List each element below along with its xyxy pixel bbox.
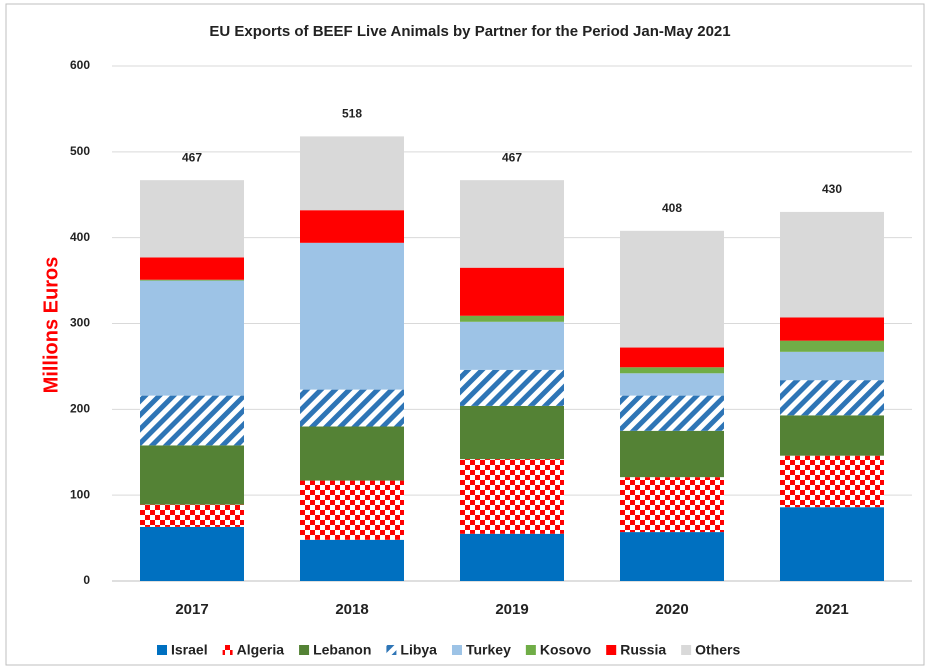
legend-label: Russia [620, 642, 666, 658]
legend-label: Algeria [237, 642, 285, 658]
bar-segment [620, 230, 724, 348]
bar-segment [460, 321, 564, 370]
bar-segment [460, 315, 564, 322]
bar-segment [780, 415, 884, 456]
bar-segment [620, 430, 724, 478]
y-tick-label: 400 [70, 230, 90, 244]
bar-segment [620, 532, 724, 581]
bar-segment [780, 211, 884, 318]
x-tick-label: 2018 [335, 601, 368, 618]
bar-segment [140, 180, 244, 258]
bar-segment [780, 351, 884, 381]
bar-segment [460, 533, 564, 581]
bar-segment [140, 445, 244, 505]
total-label: 430 [822, 182, 842, 196]
bar-segment [300, 539, 404, 581]
legend-label: Others [695, 642, 740, 658]
legend-swatch [525, 645, 536, 655]
legend-label: Lebanon [313, 642, 371, 658]
bar-segment [780, 455, 884, 508]
y-tick-label: 200 [70, 402, 90, 416]
legend-swatch [451, 645, 462, 655]
bar-segment [300, 480, 404, 540]
bar-segment [780, 507, 884, 581]
legend-swatch [681, 645, 692, 655]
total-label: 467 [182, 150, 202, 164]
x-tick-label: 2017 [175, 601, 208, 618]
total-label: 408 [662, 201, 682, 215]
y-tick-label: 500 [70, 144, 90, 158]
y-tick-label: 300 [70, 316, 90, 330]
bar-segment [140, 257, 244, 280]
bar-segment [140, 504, 244, 527]
legend-label: Israel [171, 642, 208, 658]
total-label: 467 [502, 150, 522, 164]
bar-segment [460, 369, 564, 406]
legend-label: Libya [400, 642, 437, 658]
bar-segment [780, 340, 884, 352]
chart-frame [5, 3, 925, 666]
legend-swatch [222, 645, 233, 655]
bar-segment [140, 526, 244, 581]
bar-segment [620, 477, 724, 533]
bar-segment [300, 210, 404, 243]
x-tick-label: 2019 [495, 601, 528, 618]
legend-label: Kosovo [540, 642, 591, 658]
y-tick-label: 100 [70, 487, 90, 501]
bar-segment [300, 136, 404, 211]
bar-segment [620, 395, 724, 431]
legend-swatch [157, 645, 167, 655]
bar-segment [780, 317, 884, 341]
bar-segment [460, 267, 564, 316]
bar-segment [140, 395, 244, 446]
bar-segment [300, 426, 404, 481]
y-axis-label: Millions Euros [40, 257, 62, 394]
chart-title: EU Exports of BEEF Live Animals by Partn… [209, 23, 730, 40]
bar-segment [620, 373, 724, 396]
bar-segment [300, 242, 404, 390]
legend-swatch [299, 645, 310, 655]
bar-segment [620, 367, 724, 374]
total-label: 518 [342, 107, 362, 121]
bar-segment [620, 347, 724, 368]
legend-swatch [386, 645, 397, 655]
bar-segment [300, 389, 404, 427]
bar-segment [780, 380, 884, 416]
bar-segment [460, 459, 564, 534]
bar-segment [460, 180, 564, 268]
legend-swatch [606, 645, 617, 655]
bar-segment [140, 280, 244, 396]
y-tick-label: 0 [83, 573, 90, 587]
legend-label: Turkey [466, 642, 511, 658]
y-tick-label: 600 [70, 58, 90, 72]
x-tick-label: 2021 [815, 601, 848, 618]
bar-segment [140, 279, 244, 281]
bar-segment [460, 405, 564, 460]
x-tick-label: 2020 [655, 601, 688, 618]
